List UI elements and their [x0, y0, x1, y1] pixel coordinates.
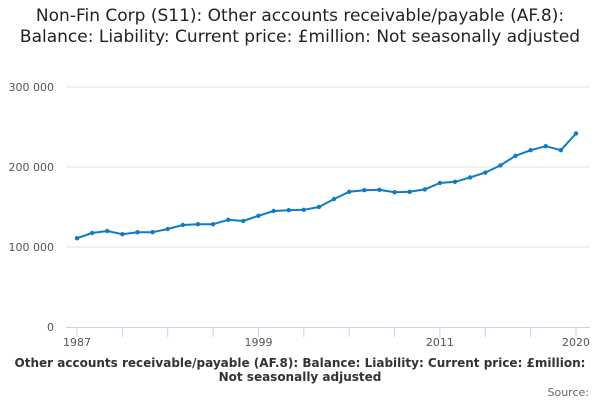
data-point [422, 187, 427, 192]
x-tick-label: 2011 [426, 336, 454, 349]
data-point [513, 153, 518, 158]
x-tick-label: 1987 [63, 336, 91, 349]
source-label: Source: [547, 386, 590, 399]
data-point [105, 228, 110, 234]
data-point [226, 217, 231, 222]
data-point [135, 230, 140, 235]
data-point [362, 188, 367, 193]
data-point [286, 208, 291, 213]
data-point [301, 207, 307, 212]
data-point [180, 222, 186, 228]
data-point [150, 230, 155, 235]
data-point [74, 236, 80, 241]
data-point [558, 148, 564, 153]
data-point [120, 232, 125, 237]
y-tick-label: 200 000 [9, 161, 55, 174]
data-point [573, 131, 579, 136]
data-point [452, 179, 458, 184]
x-tick-label: 1999 [244, 336, 272, 349]
y-tick-label: 100 000 [9, 241, 55, 254]
x-tick-label: 2020 [562, 336, 590, 349]
data-point [346, 189, 352, 194]
data-point [437, 180, 443, 186]
data-point [89, 230, 95, 236]
data-point [543, 144, 548, 149]
series-line [76, 132, 577, 240]
data-point [407, 189, 412, 194]
y-tick-label: 0 [47, 321, 54, 334]
data-point [483, 170, 488, 175]
data-point [256, 213, 261, 218]
data-point [467, 175, 473, 180]
data-point [331, 196, 337, 202]
data-point [165, 226, 170, 232]
chart-title: Non-Fin Corp (S11): Other accounts recei… [19, 6, 581, 47]
data-point [316, 204, 322, 210]
data-point [392, 190, 397, 195]
data-point [210, 222, 216, 227]
data-point [498, 163, 503, 168]
y-tick-label: 300 000 [9, 81, 55, 94]
data-point [195, 222, 201, 227]
data-point [377, 187, 382, 192]
data-point [271, 208, 276, 214]
data-point [241, 218, 246, 224]
data-point [528, 148, 533, 153]
x-axis-label: Other accounts receivable/payable (AF.8)… [14, 356, 586, 384]
